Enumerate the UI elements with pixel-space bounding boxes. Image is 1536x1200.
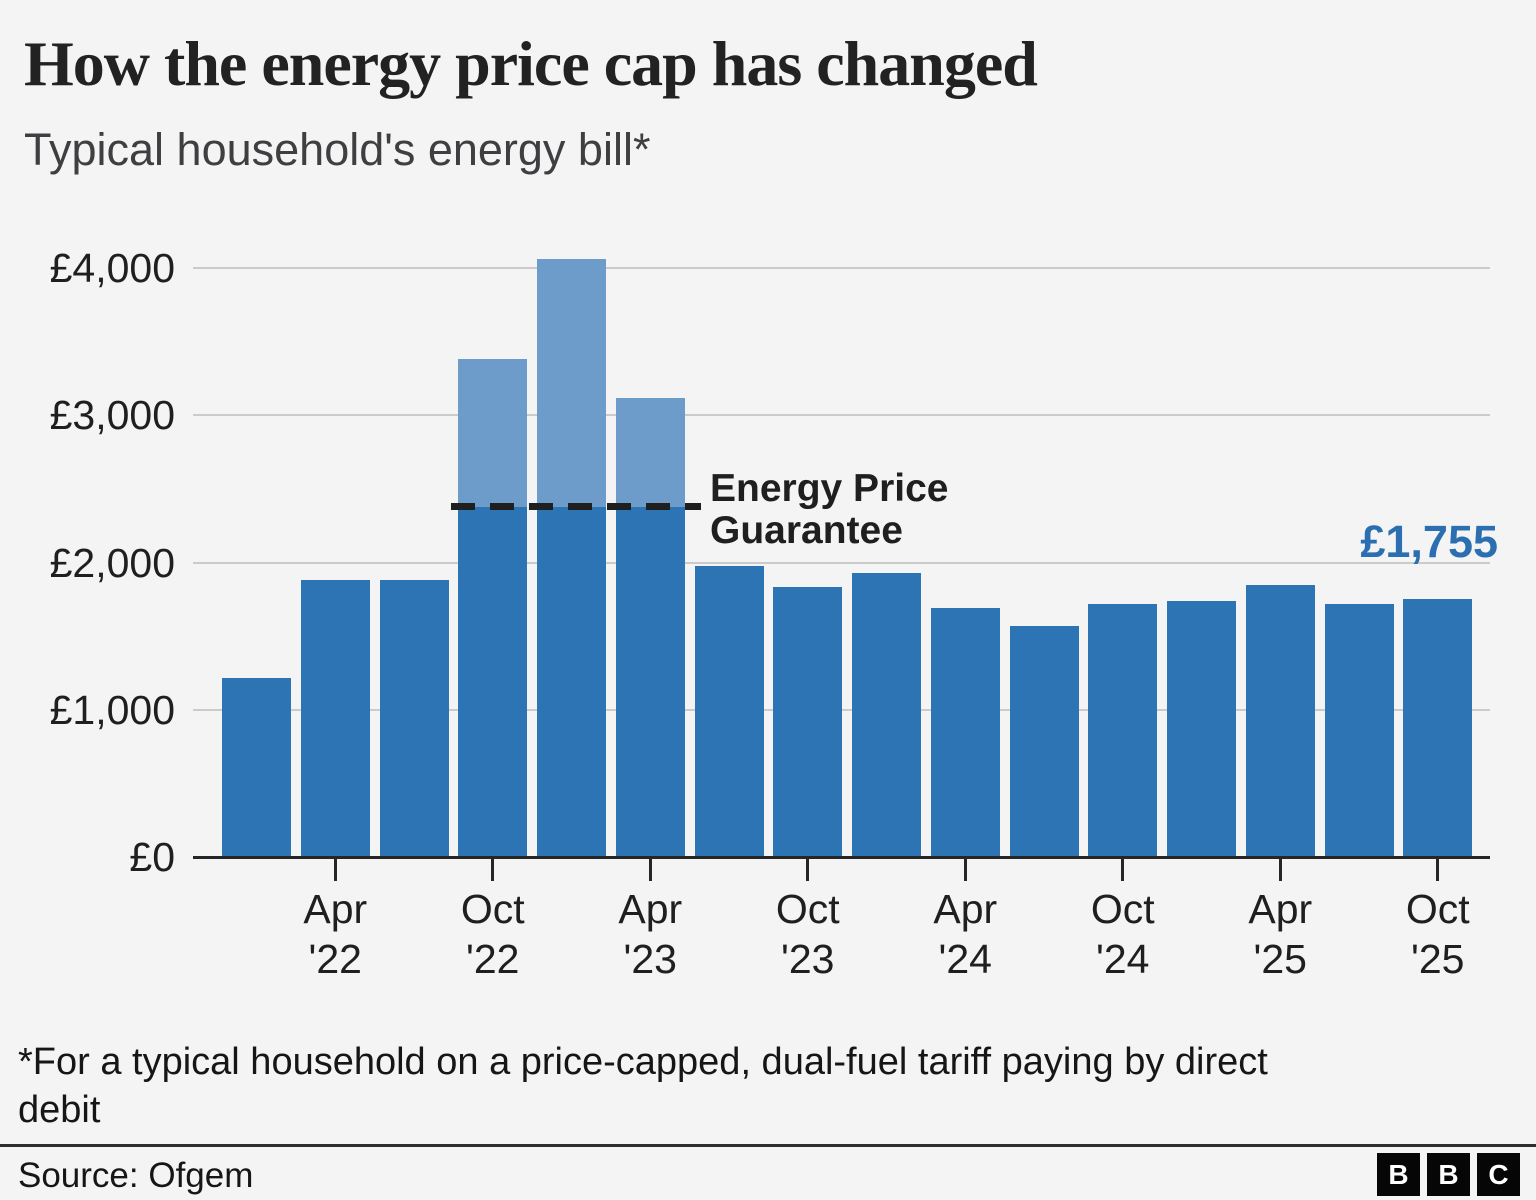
bar-segment-above-guarantee — [615, 398, 685, 507]
x-axis-tick-label: Oct '22 — [460, 886, 525, 982]
bar-segment-paid — [615, 506, 685, 857]
x-axis-tick — [1436, 859, 1440, 881]
x-axis-tick — [1278, 859, 1282, 881]
bbc-logo-block-b1: B — [1377, 1153, 1420, 1196]
x-axis-tick — [648, 859, 652, 881]
x-axis-tick — [491, 859, 495, 881]
source-credit: Source: Ofgem — [18, 1156, 254, 1195]
x-axis-tick-label: Oct '25 — [1405, 886, 1470, 982]
latest-value-label: £1,755 — [1360, 516, 1498, 567]
bar-jan--22 — [222, 677, 291, 857]
bar-jul--23 — [694, 566, 764, 857]
x-axis-tick-label: Oct '24 — [1090, 886, 1155, 982]
chart-subtitle: Typical household's energy bill* — [24, 124, 651, 175]
bar-segment-above-guarantee — [537, 259, 606, 507]
y-axis-tick-label: £2,000 — [49, 539, 175, 586]
energy-price-guarantee-dashed-line — [451, 503, 701, 510]
bar-jan--25 — [1167, 601, 1236, 857]
x-axis-tick-label: Apr '22 — [303, 886, 368, 982]
bar-segment-above-guarantee — [458, 359, 528, 507]
gridline — [193, 414, 1490, 417]
annotation-line-1: Energy Price — [710, 467, 949, 510]
x-axis-tick-label: Apr '24 — [933, 886, 998, 982]
gridline — [193, 561, 1490, 564]
x-axis-line — [193, 856, 1490, 859]
bar-oct--22 — [458, 359, 528, 857]
x-axis-tick — [806, 859, 810, 881]
bar-oct--24 — [1088, 604, 1158, 857]
bar-segment-paid — [537, 506, 606, 857]
x-axis-tick — [963, 859, 967, 881]
footnote: *For a typical household on a price-capp… — [18, 1041, 1268, 1131]
x-axis-tick-label: Oct '23 — [775, 886, 840, 982]
bbc-logo-block-c: C — [1477, 1153, 1520, 1196]
energy-price-guarantee-annotation: Energy Price Guarantee — [710, 468, 1040, 552]
chart-title: How the energy price cap has changed — [24, 28, 1038, 99]
bar-jul--24 — [1009, 626, 1079, 857]
bar-apr--24 — [930, 608, 1000, 857]
bar-apr--25 — [1245, 584, 1315, 857]
bbc-logo: B B C — [1377, 1153, 1520, 1196]
x-axis-tick-label: Apr '25 — [1248, 886, 1313, 982]
y-axis-tick-label: £4,000 — [49, 245, 175, 291]
x-axis-tick-label: Apr '23 — [618, 886, 683, 982]
bar-apr--22 — [300, 580, 370, 857]
x-axis-tick — [1121, 859, 1125, 881]
bar-apr--23 — [615, 398, 685, 857]
bar-jul--25 — [1324, 603, 1394, 857]
bar-oct--23 — [773, 586, 843, 857]
bar-segment-paid — [458, 506, 528, 857]
gridline — [193, 267, 1490, 269]
bar-oct--25 — [1403, 598, 1473, 857]
y-axis-tick-label: £1,000 — [49, 686, 175, 733]
footer-divider — [0, 1144, 1536, 1147]
y-axis-tick-label: £0 — [129, 834, 175, 880]
bar-jul--22 — [379, 580, 449, 857]
bbc-logo-block-b2: B — [1427, 1153, 1470, 1196]
x-axis-tick — [333, 859, 337, 881]
annotation-line-2: Guarantee — [710, 509, 903, 552]
y-axis-tick-label: £3,000 — [49, 392, 175, 439]
bar-jan--23 — [537, 259, 606, 857]
bar-jan--24 — [852, 573, 921, 857]
